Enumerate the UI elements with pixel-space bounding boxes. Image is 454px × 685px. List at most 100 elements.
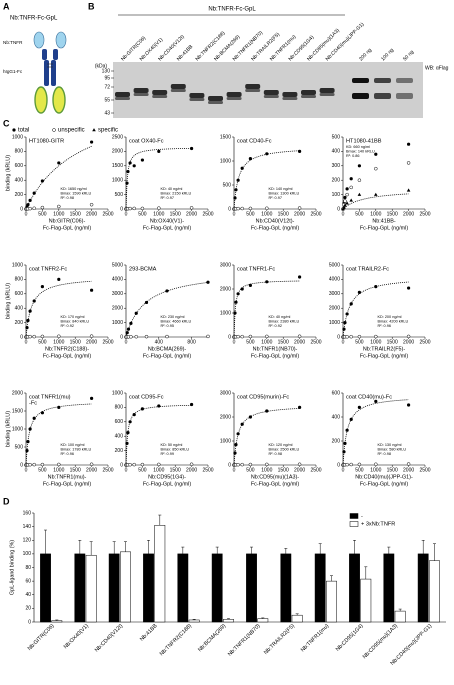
fit-annotation: R²: 0.97 bbox=[160, 196, 174, 200]
x-tick-label: 2000 bbox=[86, 339, 97, 345]
x-tick-label: 1500 bbox=[387, 211, 398, 217]
error-bar bbox=[353, 540, 357, 554]
filled-point bbox=[234, 300, 238, 304]
open-point bbox=[357, 462, 362, 467]
x-tick-label: 500 bbox=[38, 467, 47, 473]
open-point bbox=[89, 334, 94, 338]
fit-annotation: KD: 130 ng/ml bbox=[377, 443, 401, 447]
error-bar bbox=[78, 540, 82, 554]
triangle-point bbox=[343, 203, 347, 207]
band bbox=[396, 93, 413, 99]
filled-point bbox=[26, 440, 30, 444]
y-tick-label: 1500 bbox=[112, 163, 123, 169]
y-tick-label: 5000 bbox=[329, 262, 340, 268]
band bbox=[208, 96, 223, 101]
fit-annotation: R²: 0.86 bbox=[346, 154, 360, 158]
filled-point bbox=[90, 140, 94, 144]
filled-point bbox=[28, 427, 32, 431]
triangle-point bbox=[345, 201, 349, 205]
fit-annotation: R²: 0.92 bbox=[268, 324, 282, 328]
y-tick-label: 1000 bbox=[12, 134, 23, 140]
y-tick-label: 1500 bbox=[12, 408, 23, 414]
band bbox=[189, 93, 205, 98]
y-tick-label: 400 bbox=[15, 178, 24, 184]
band bbox=[208, 101, 223, 104]
lane-label: Nb:41BB bbox=[176, 43, 195, 62]
open-point bbox=[129, 335, 133, 339]
open-point bbox=[236, 462, 240, 467]
y-tick-label: 500 bbox=[332, 134, 341, 140]
fit-annotation: KD: 170 ng/ml bbox=[60, 315, 84, 319]
filled-point bbox=[343, 441, 347, 445]
x-axis-label: Fc-Flag-GpL (ng/ml) bbox=[360, 481, 409, 487]
y-tick-label: 0 bbox=[20, 334, 23, 340]
filled-point bbox=[234, 188, 238, 192]
error-bar bbox=[226, 618, 230, 620]
x-tick-label: 2500 bbox=[102, 339, 113, 345]
open-point bbox=[40, 334, 45, 339]
fit-annotation: R²: 0.99 bbox=[160, 452, 174, 456]
open-point bbox=[157, 206, 161, 210]
filled-point bbox=[349, 417, 353, 421]
bar bbox=[51, 620, 63, 623]
binding-chart: 0 500 1000 1500 2000 2500 0 500 1000 1500 2000 2500… bbox=[112, 134, 214, 231]
panel-label: A bbox=[3, 1, 10, 11]
x-tick-label: 0 bbox=[342, 211, 345, 217]
x-tick-label: Nb:CD95(1G4) bbox=[335, 623, 365, 653]
y-tick-label: 400 bbox=[15, 306, 24, 312]
filled-point bbox=[25, 326, 29, 330]
y-tick-label: 0 bbox=[120, 462, 123, 468]
open-point bbox=[406, 161, 411, 165]
band bbox=[133, 93, 149, 96]
open-point bbox=[349, 334, 353, 339]
band bbox=[282, 97, 298, 100]
y-tick-label: 0 bbox=[28, 619, 31, 625]
band bbox=[301, 95, 316, 98]
open-point bbox=[89, 462, 94, 467]
x-tick-label: 2500 bbox=[419, 339, 430, 345]
open-point bbox=[240, 462, 244, 467]
band bbox=[245, 89, 261, 92]
band bbox=[396, 78, 413, 83]
fit-annotation: KD: 100 ng/ml bbox=[60, 443, 84, 447]
y-tick-label: 300 bbox=[332, 163, 341, 169]
x-axis-label: Nb:TNFR1(mu)- bbox=[48, 474, 87, 480]
filled-point bbox=[26, 203, 30, 207]
filled-point bbox=[57, 405, 61, 409]
y-tick-label: 800 bbox=[115, 405, 124, 411]
open-point bbox=[28, 462, 32, 467]
band bbox=[189, 98, 205, 101]
band bbox=[352, 78, 369, 83]
y-tick-label: 2000 bbox=[220, 286, 231, 292]
fit-annotation: KD: 40 ng/ml bbox=[268, 315, 290, 319]
error-bar bbox=[261, 617, 265, 619]
filled-point bbox=[25, 449, 29, 453]
x-axis-label: Fc-Flag-GpL (ng/ml) bbox=[43, 353, 92, 359]
error-bar bbox=[329, 575, 333, 582]
y-tick-label: 1000 bbox=[220, 310, 231, 316]
binding-chart: 0 200 400 600 800 1000 0 500 1000 1500 2000 2500 coa… bbox=[5, 262, 113, 359]
nb-label: Nb:TNFR bbox=[3, 40, 23, 45]
y-tick-label: 1000 bbox=[220, 158, 231, 164]
x-tick-label: 500 bbox=[355, 211, 364, 217]
band bbox=[115, 97, 130, 100]
y-tick-label: 0 bbox=[120, 334, 123, 340]
binding-chart: 0 500 1000 1500 2000 0 500 1000 1500 2000 2500 coat… bbox=[5, 390, 113, 487]
y-tick-label: 200 bbox=[115, 448, 124, 454]
filled-point bbox=[342, 327, 346, 331]
y-tick-label: 400 bbox=[115, 434, 124, 440]
band bbox=[152, 90, 168, 95]
filled-point bbox=[240, 422, 244, 426]
x-axis-label: Nb:CD40(mu)(JPP-G1)- bbox=[355, 474, 413, 480]
y-tick-label: 40 bbox=[25, 592, 31, 598]
error-bar bbox=[421, 540, 425, 554]
y-tick-label: 2500 bbox=[112, 134, 123, 140]
fit-annotation: KD: 1650 ng/ml bbox=[60, 187, 86, 191]
filled-point bbox=[407, 142, 411, 146]
triangle-point bbox=[92, 128, 96, 132]
open-point bbox=[248, 334, 253, 339]
open-point bbox=[128, 206, 132, 211]
x-tick-label: 1500 bbox=[387, 339, 398, 345]
y-tick-label: 200 bbox=[15, 320, 24, 326]
open-point bbox=[128, 462, 132, 467]
